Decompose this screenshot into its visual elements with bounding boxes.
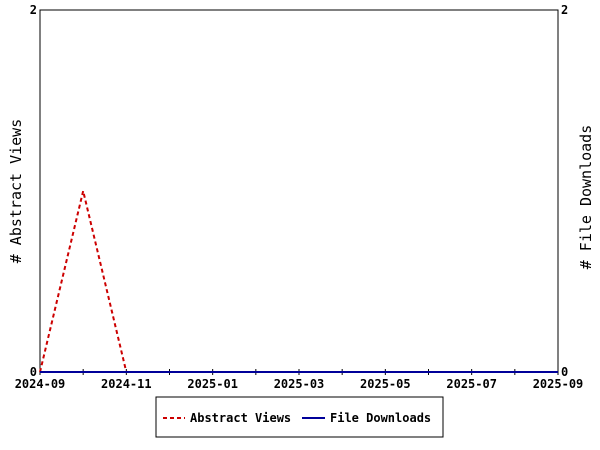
series-group [39,190,558,373]
y-right-tick-label: 0 [561,365,568,379]
x-axis: 2024-09 2024-11 2025-01 2025-03 2025-05 2025-… [15,369,584,391]
x-tick-label: 2025-05 [360,377,411,391]
x-tick-label: 2025-09 [533,377,584,391]
legend-label-file-downloads: File Downloads [330,411,431,425]
y-left-tick-label: 2 [30,3,37,17]
plot-area [39,9,559,373]
legend: Abstract Views File Downloads [155,396,444,438]
y-left-tick-label: 0 [30,365,37,379]
x-tick-label: 2024-09 [15,377,66,391]
y-axis-right-title: # File Downloads [577,125,595,270]
y-right-tick-label: 2 [561,3,568,17]
legend-box [155,396,444,438]
x-tick-label: 2025-01 [187,377,238,391]
y-axes: 0 2 0 2 [30,3,568,379]
y-axis-left-title: # Abstract Views [7,119,25,264]
legend-label-abstract-views: Abstract Views [190,411,291,425]
x-tick-label: 2025-07 [446,377,497,391]
x-tick-label: 2025-03 [274,377,325,391]
x-tick-label: 2024-11 [101,377,152,391]
